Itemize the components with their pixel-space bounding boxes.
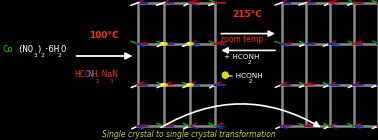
Text: 100°C: 100°C (89, 31, 119, 40)
Text: 2: 2 (248, 60, 251, 65)
Circle shape (187, 43, 190, 44)
Text: = HCONH: = HCONH (225, 73, 263, 79)
Text: , NaN: , NaN (97, 70, 118, 79)
Circle shape (160, 43, 167, 45)
Text: ●: ● (220, 70, 228, 80)
Text: 2: 2 (57, 53, 61, 58)
Text: 215°C: 215°C (232, 10, 263, 19)
Circle shape (162, 43, 164, 44)
FancyArrowPatch shape (161, 104, 319, 127)
Text: ·6H: ·6H (43, 45, 60, 54)
Circle shape (162, 84, 164, 85)
Text: ): ) (37, 45, 42, 54)
Text: N: N (88, 70, 93, 79)
Circle shape (186, 84, 193, 86)
Text: H: H (91, 70, 97, 79)
Text: 3: 3 (110, 79, 113, 84)
Text: room temp.: room temp. (221, 35, 266, 44)
Text: (NO: (NO (17, 45, 33, 54)
Circle shape (186, 43, 193, 45)
Text: 2: 2 (40, 53, 44, 58)
Text: Co: Co (2, 45, 12, 54)
Text: O: O (60, 45, 66, 54)
Text: + HCONH: + HCONH (224, 54, 260, 60)
Circle shape (160, 84, 167, 86)
Text: Single crystal to single crystal transformation: Single crystal to single crystal transfo… (102, 130, 276, 139)
Text: 3: 3 (33, 53, 37, 58)
Text: 2: 2 (95, 79, 99, 84)
Circle shape (187, 84, 190, 85)
Text: 2: 2 (249, 79, 253, 84)
Text: HCO: HCO (74, 70, 91, 79)
